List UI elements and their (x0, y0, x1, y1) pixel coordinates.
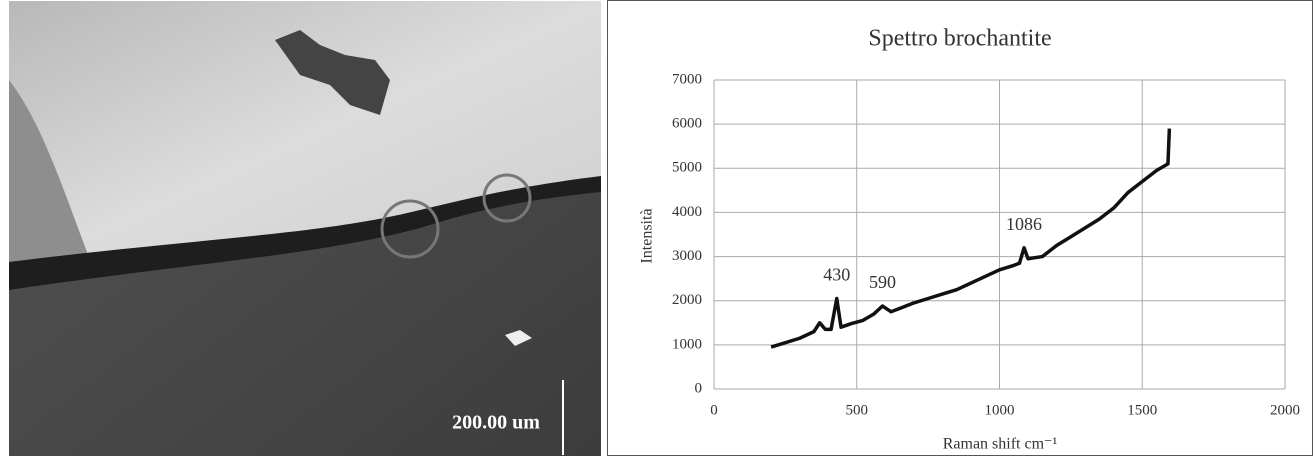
y-tick-label: 4000 (672, 204, 702, 220)
x-axis-label: Raman shift cm⁻¹ (943, 436, 1058, 453)
y-tick-label: 3000 (672, 248, 702, 264)
y-tick-label: 5000 (672, 160, 702, 176)
x-tick-label: 1000 (985, 402, 1015, 418)
scale-label: 200.00 um (452, 412, 540, 434)
y-axis-label: Intensità (639, 208, 656, 263)
peak-annotation: 1086 (1006, 214, 1042, 234)
y-tick-label: 1000 (672, 336, 702, 352)
x-tick-label: 500 (846, 402, 869, 418)
peak-annotation: 590 (869, 272, 896, 292)
x-tick-label: 2000 (1270, 402, 1300, 418)
x-tick-label: 0 (710, 402, 718, 418)
peak-annotation: 430 (823, 265, 850, 285)
y-tick-label: 6000 (672, 116, 702, 132)
chart-frame (608, 1, 1313, 456)
x-tick-label: 1500 (1127, 402, 1157, 418)
y-tick-label: 2000 (672, 292, 702, 308)
micrograph: 200.00 um (9, 1, 601, 456)
figure: 200.00 um Spettro brochantite Raman shif… (0, 0, 1313, 456)
y-tick-label: 7000 (672, 71, 702, 87)
chart-title: Spettro brochantite (868, 26, 1051, 52)
y-tick-label: 0 (695, 380, 703, 396)
